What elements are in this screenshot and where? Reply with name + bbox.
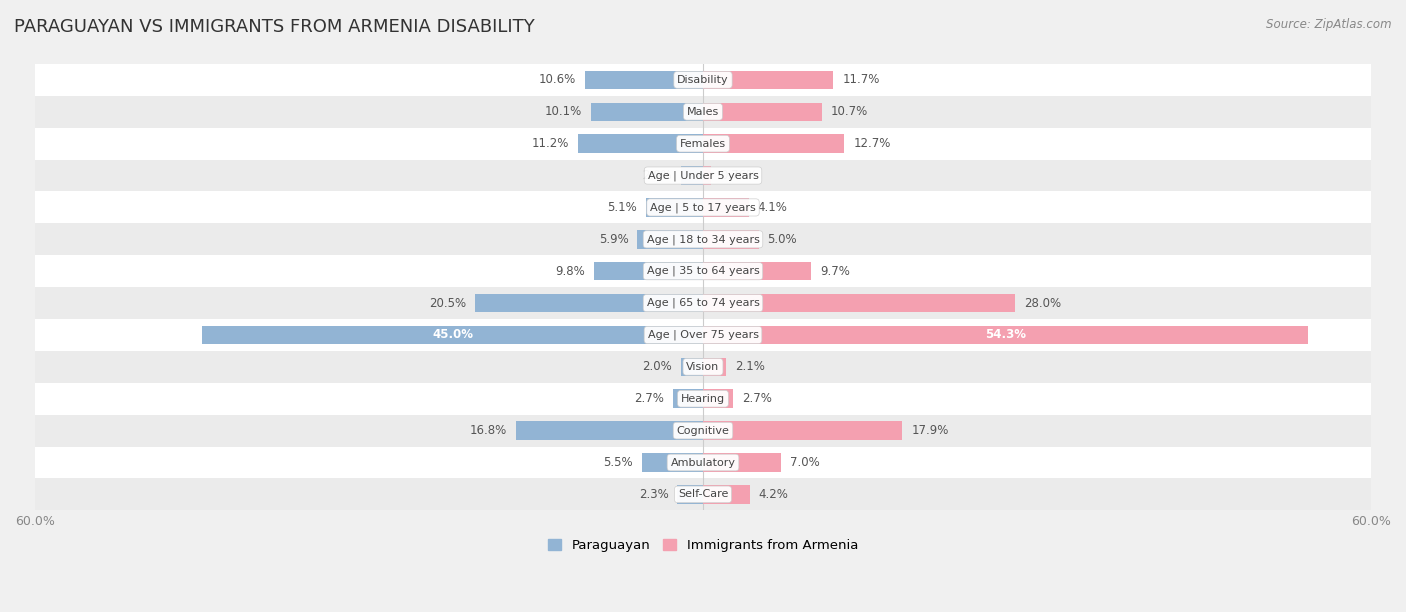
Bar xyxy=(35,96,1371,128)
Bar xyxy=(703,389,733,408)
Text: 20.5%: 20.5% xyxy=(429,297,465,310)
Text: 5.0%: 5.0% xyxy=(768,233,797,246)
Text: 9.7%: 9.7% xyxy=(820,265,849,278)
Text: Females: Females xyxy=(681,139,725,149)
Text: Males: Males xyxy=(688,106,718,117)
Text: 0.76%: 0.76% xyxy=(720,169,758,182)
Text: Hearing: Hearing xyxy=(681,394,725,404)
Bar xyxy=(35,351,1371,382)
Bar xyxy=(673,389,703,408)
Text: 28.0%: 28.0% xyxy=(1024,297,1060,310)
Bar xyxy=(703,135,845,153)
Bar xyxy=(35,415,1371,447)
Text: 12.7%: 12.7% xyxy=(853,137,890,150)
Bar xyxy=(703,485,749,504)
Bar xyxy=(516,422,703,440)
Bar xyxy=(35,160,1371,192)
Text: Ambulatory: Ambulatory xyxy=(671,458,735,468)
Bar xyxy=(202,326,703,344)
Bar xyxy=(35,223,1371,255)
Text: 54.3%: 54.3% xyxy=(984,329,1026,341)
Bar xyxy=(703,103,823,121)
Bar xyxy=(703,70,834,89)
Bar xyxy=(578,135,703,153)
Bar xyxy=(35,128,1371,160)
Text: 45.0%: 45.0% xyxy=(432,329,472,341)
Bar xyxy=(681,357,703,376)
Bar xyxy=(703,453,780,472)
Bar xyxy=(475,294,703,312)
Bar xyxy=(35,64,1371,96)
Text: 2.1%: 2.1% xyxy=(735,360,765,373)
Bar xyxy=(35,382,1371,415)
Bar xyxy=(703,198,748,217)
Text: Age | 65 to 74 years: Age | 65 to 74 years xyxy=(647,298,759,308)
Text: 5.1%: 5.1% xyxy=(607,201,637,214)
Bar xyxy=(35,447,1371,479)
Legend: Paraguayan, Immigrants from Armenia: Paraguayan, Immigrants from Armenia xyxy=(543,534,863,558)
Text: 10.1%: 10.1% xyxy=(544,105,582,118)
Bar xyxy=(641,453,703,472)
Bar xyxy=(703,422,903,440)
Bar xyxy=(703,230,759,248)
Bar xyxy=(585,70,703,89)
Text: 2.3%: 2.3% xyxy=(638,488,668,501)
Bar xyxy=(681,166,703,185)
Text: Cognitive: Cognitive xyxy=(676,425,730,436)
Text: Self-Care: Self-Care xyxy=(678,490,728,499)
Bar xyxy=(35,192,1371,223)
Text: 2.7%: 2.7% xyxy=(634,392,664,405)
Text: 2.7%: 2.7% xyxy=(742,392,772,405)
Bar xyxy=(637,230,703,248)
Text: 11.2%: 11.2% xyxy=(531,137,569,150)
Text: Age | Under 5 years: Age | Under 5 years xyxy=(648,170,758,181)
Text: 17.9%: 17.9% xyxy=(911,424,949,437)
Bar xyxy=(703,166,711,185)
Text: 16.8%: 16.8% xyxy=(470,424,508,437)
Text: Source: ZipAtlas.com: Source: ZipAtlas.com xyxy=(1267,18,1392,31)
Text: Age | Over 75 years: Age | Over 75 years xyxy=(648,330,758,340)
Text: 7.0%: 7.0% xyxy=(790,456,820,469)
Bar xyxy=(703,357,727,376)
Bar xyxy=(703,262,811,280)
Text: PARAGUAYAN VS IMMIGRANTS FROM ARMENIA DISABILITY: PARAGUAYAN VS IMMIGRANTS FROM ARMENIA DI… xyxy=(14,18,534,36)
Bar xyxy=(591,103,703,121)
Bar xyxy=(703,294,1015,312)
Bar xyxy=(678,485,703,504)
Text: 10.7%: 10.7% xyxy=(831,105,869,118)
Text: 11.7%: 11.7% xyxy=(842,73,880,86)
Text: 2.0%: 2.0% xyxy=(643,360,672,373)
Bar xyxy=(703,326,1308,344)
Text: Age | 18 to 34 years: Age | 18 to 34 years xyxy=(647,234,759,245)
Bar xyxy=(35,479,1371,510)
Text: 9.8%: 9.8% xyxy=(555,265,585,278)
Text: 5.9%: 5.9% xyxy=(599,233,628,246)
Bar xyxy=(593,262,703,280)
Bar xyxy=(35,319,1371,351)
Text: Vision: Vision xyxy=(686,362,720,372)
Text: 4.1%: 4.1% xyxy=(758,201,787,214)
Bar xyxy=(35,255,1371,287)
Bar xyxy=(647,198,703,217)
Text: 4.2%: 4.2% xyxy=(759,488,789,501)
Text: 2.0%: 2.0% xyxy=(643,169,672,182)
Text: 10.6%: 10.6% xyxy=(538,73,576,86)
Text: Age | 5 to 17 years: Age | 5 to 17 years xyxy=(650,202,756,213)
Bar xyxy=(35,287,1371,319)
Text: Age | 35 to 64 years: Age | 35 to 64 years xyxy=(647,266,759,277)
Text: 5.5%: 5.5% xyxy=(603,456,633,469)
Text: Disability: Disability xyxy=(678,75,728,85)
